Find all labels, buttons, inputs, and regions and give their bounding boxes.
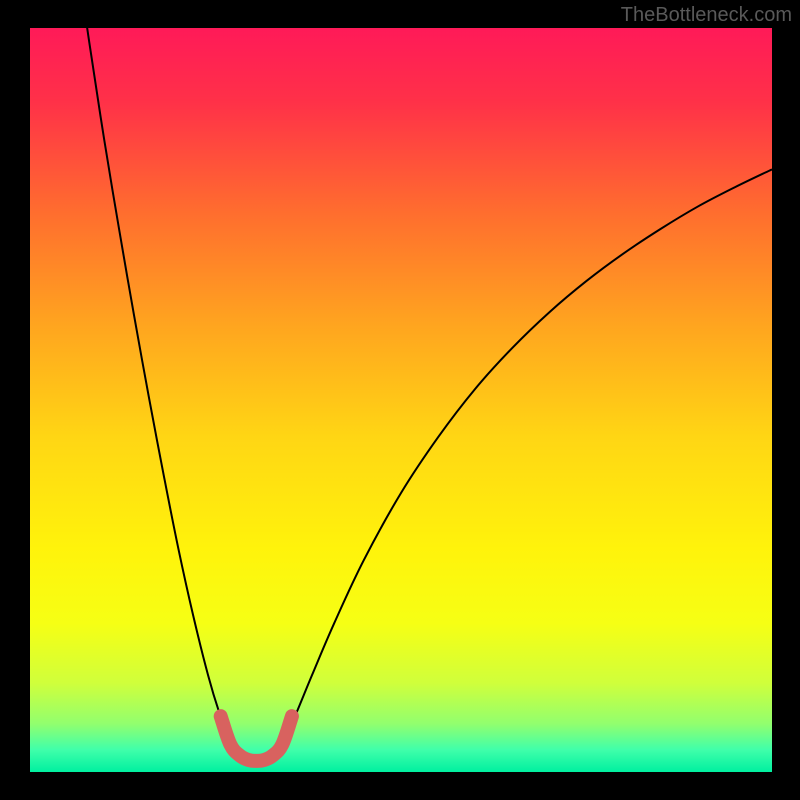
watermark-text: TheBottleneck.com: [621, 4, 792, 27]
bottleneck-chart: [0, 0, 800, 800]
chart-container: TheBottleneck.com: [0, 0, 800, 800]
